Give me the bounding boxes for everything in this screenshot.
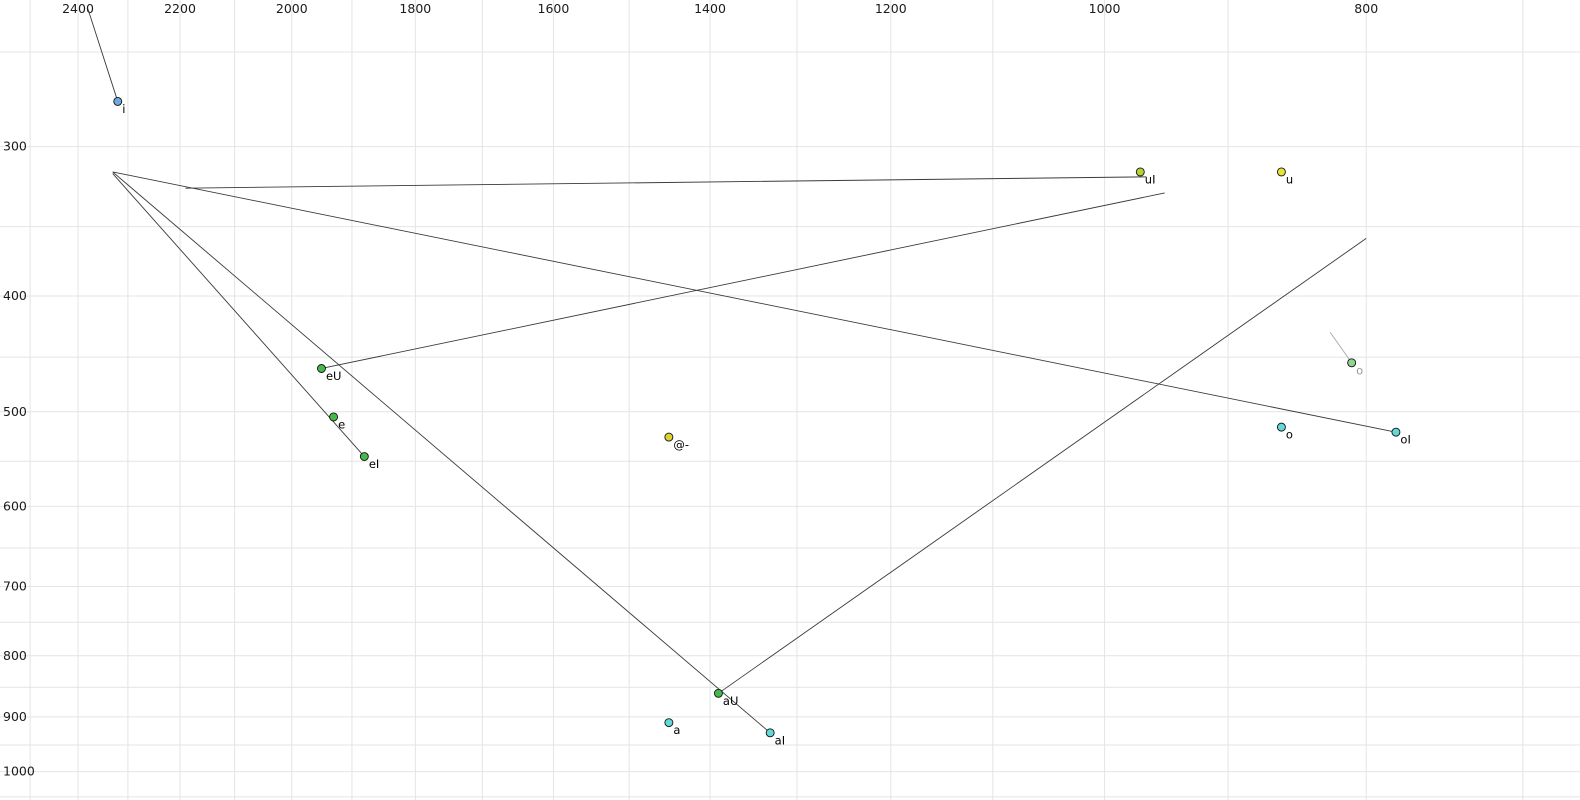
- data-point-a-11: [664, 718, 674, 728]
- data-point-label-aU-10: aU: [723, 694, 738, 708]
- x-tick-label-1200: 1200: [875, 1, 907, 16]
- data-point-label-eU-3: eU: [326, 369, 342, 383]
- data-point-label-uI-1: uI: [1145, 172, 1156, 186]
- x-tick-label-2400: 2400: [62, 1, 94, 16]
- data-point-label-@--6: @-: [673, 438, 689, 452]
- trajectory-line-i-glide: [87, 8, 119, 102]
- trajectory-line-uI-glide: [185, 176, 1147, 189]
- x-tick-label-1600: 1600: [538, 1, 570, 16]
- data-point-label-e-4: e: [338, 417, 345, 431]
- data-point-label-aI-12: aI: [775, 733, 785, 747]
- y-tick-label-700: 700: [3, 578, 27, 593]
- trajectory-line-aI-glide: [112, 171, 771, 734]
- y-tick-label-400: 400: [3, 288, 27, 303]
- trajectory-line-oI-glide: [112, 171, 1397, 433]
- x-tick-label-2200: 2200: [164, 1, 196, 16]
- data-point-@--6: [664, 432, 674, 442]
- trajectory-line-eI-glide: [112, 173, 365, 457]
- y-tick-label-1000: 1000: [3, 764, 35, 779]
- data-point-eI-5: [359, 452, 369, 461]
- data-point-oI-9: [1391, 427, 1401, 437]
- data-point-label-o-7: o: [1356, 363, 1363, 377]
- data-point-aU-10: [713, 688, 723, 698]
- trajectory-line-o-glide: [1329, 332, 1353, 364]
- data-point-aI-12: [765, 728, 775, 738]
- y-tick-label-900: 900: [3, 709, 27, 724]
- data-point-e-4: [329, 412, 339, 422]
- x-tick-label-1800: 1800: [399, 1, 431, 16]
- y-tick-label-600: 600: [3, 498, 27, 513]
- trajectory-line-aU-glide: [718, 237, 1367, 694]
- y-tick-label-300: 300: [3, 139, 27, 154]
- data-point-o-8: [1276, 422, 1286, 432]
- data-point-label-o-8: o: [1286, 428, 1293, 442]
- x-tick-label-1000: 1000: [1089, 1, 1121, 16]
- data-point-label-a-11: a: [673, 723, 680, 737]
- data-point-eU-3: [317, 364, 326, 373]
- x-tick-label-2000: 2000: [276, 1, 308, 16]
- data-point-label-oI-9: oI: [1400, 433, 1410, 447]
- data-point-uI-1: [1135, 167, 1145, 177]
- y-tick-label-500: 500: [3, 404, 27, 419]
- x-tick-label-1400: 1400: [694, 1, 726, 16]
- x-tick-label-800: 800: [1354, 1, 1378, 16]
- data-point-o-7: [1347, 358, 1357, 368]
- data-point-label-i-0: i: [122, 102, 125, 116]
- data-point-u-2: [1276, 167, 1286, 177]
- y-tick-label-800: 800: [3, 648, 27, 663]
- data-point-label-u-2: u: [1286, 172, 1293, 186]
- trajectory-line-eU-glide: [321, 192, 1165, 369]
- data-point-label-eI-5: eI: [369, 457, 379, 471]
- data-point-i-0: [113, 96, 123, 106]
